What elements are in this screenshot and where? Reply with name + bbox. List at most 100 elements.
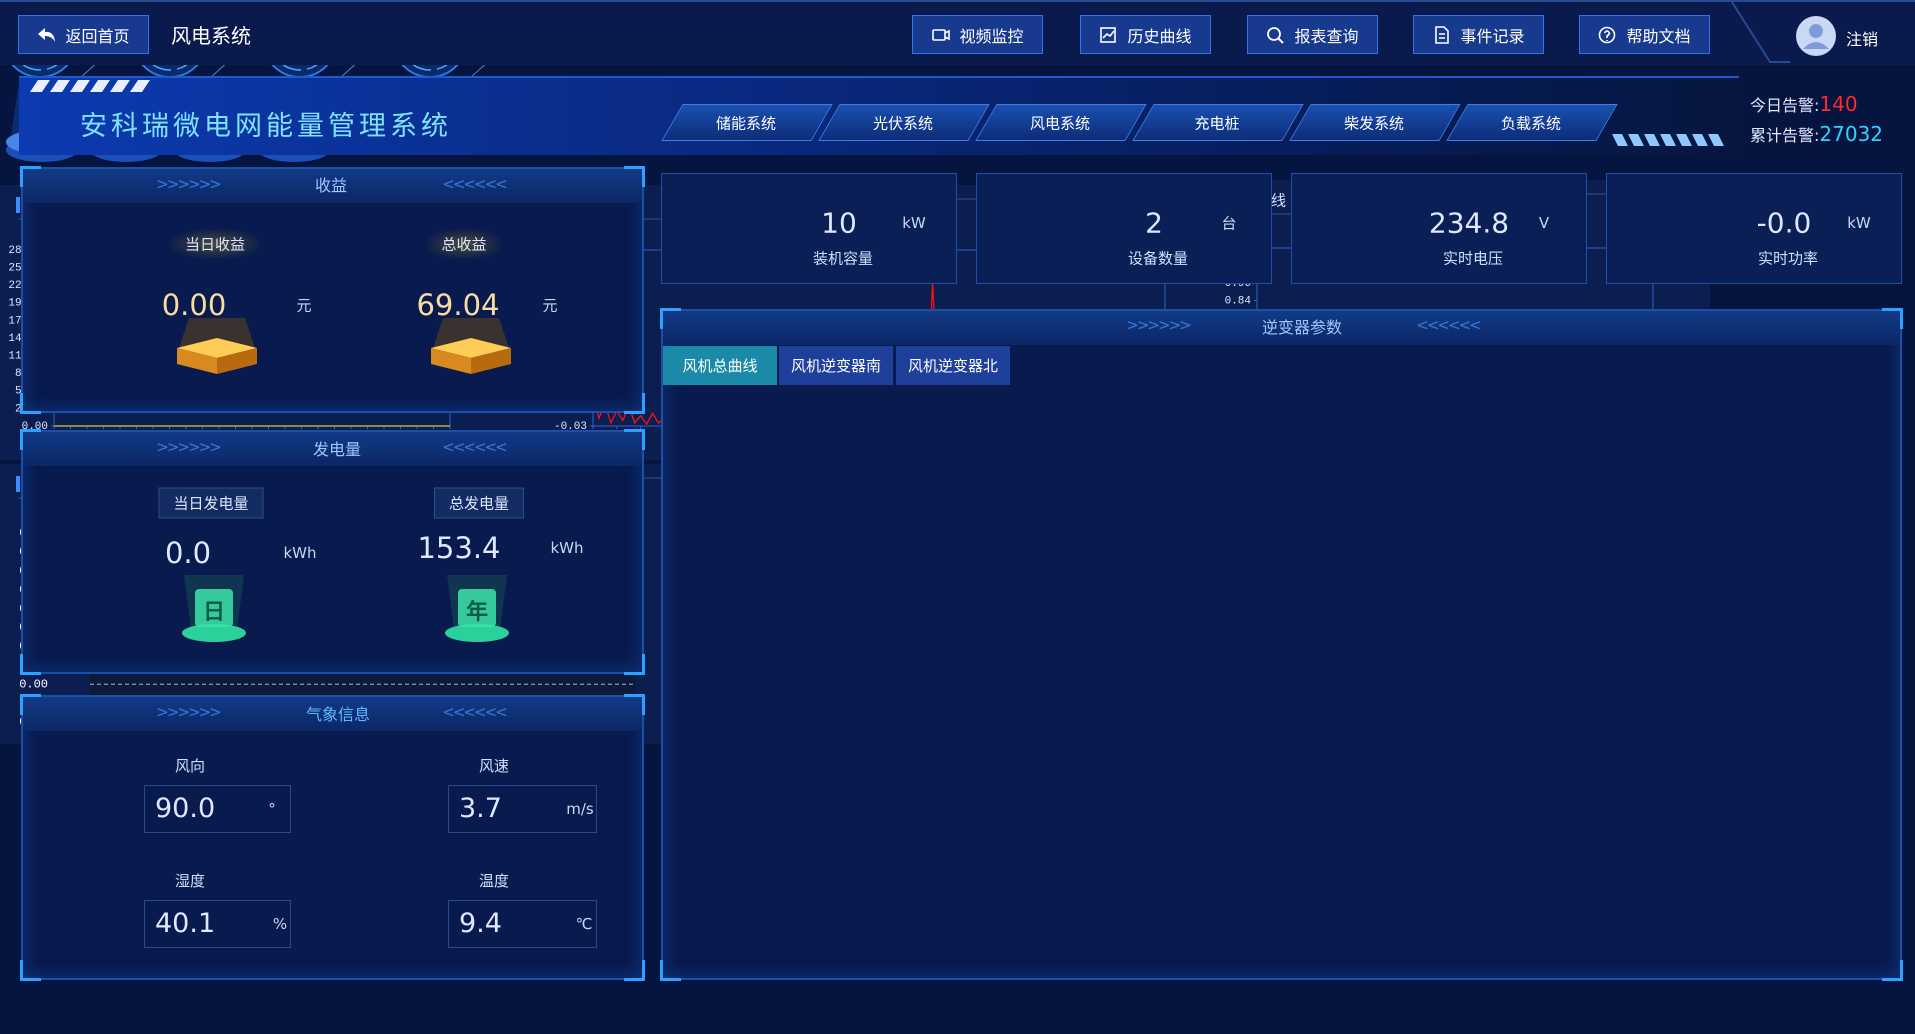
panel-corner	[624, 654, 645, 675]
inverter-tab[interactable]: 风机逆变器北	[896, 346, 1010, 385]
nav-button[interactable]: 历史曲线	[1080, 15, 1211, 54]
nav-icon	[1599, 26, 1616, 43]
kpi-label: 实时功率	[1757, 249, 1819, 268]
generation-label: 当日发电量	[158, 487, 264, 519]
weather-value: 90.0	[155, 793, 216, 824]
kpi-value: 234.8	[1428, 206, 1510, 240]
kpi-value: 10	[821, 206, 857, 240]
revenue-panel	[20, 166, 645, 414]
panel-header	[23, 697, 642, 731]
panel-corner	[660, 960, 681, 981]
system-tab-label[interactable]: 负载系统	[1500, 114, 1562, 133]
revenue-value: 0.00	[161, 288, 227, 322]
panel-corner	[1882, 960, 1903, 981]
alarm-total: 累计告警:27032	[1750, 122, 1883, 146]
system-tab-label[interactable]: 充电桩	[1194, 114, 1240, 133]
weather-label: 温度	[479, 872, 510, 890]
back-icon	[38, 27, 56, 42]
panel-corner	[624, 429, 645, 450]
gold-icon	[431, 318, 511, 374]
icon-text: 年	[465, 600, 489, 625]
system-tab-label[interactable]: 储能系统	[715, 114, 777, 133]
panel-corner	[624, 960, 645, 981]
page-title: 风电系统	[171, 24, 251, 48]
revenue-value: 69.04	[416, 288, 500, 322]
weather-box	[144, 785, 291, 833]
day-icon: 日	[169, 575, 259, 645]
panel-corner	[660, 308, 681, 329]
system-tab-label[interactable]: 柴发系统	[1343, 114, 1405, 133]
chevrons: >>>>>>	[1126, 316, 1191, 334]
y-tick-label: 0.84	[1225, 295, 1252, 307]
revenue-label: 当日收益	[170, 229, 260, 259]
kpi-label: 装机容量	[812, 249, 874, 268]
generation-unit: kWh	[550, 539, 584, 557]
year-icon: 年	[432, 575, 522, 645]
alarm-today-label: 今日告警:	[1750, 96, 1820, 115]
panel-corner	[20, 960, 41, 981]
nav-label: 帮助文档	[1626, 26, 1691, 46]
weather-unit: %	[272, 915, 288, 933]
panel-header	[663, 311, 1900, 345]
chevrons: >>>>>>	[156, 703, 221, 721]
kpi-unit: 台	[1221, 214, 1237, 233]
nav-button[interactable]: 帮助文档	[1579, 15, 1710, 54]
panel-title: 气象信息	[305, 705, 371, 724]
icon-base	[182, 575, 246, 642]
kpi-card	[1606, 173, 1902, 284]
kpi-unit: kW	[902, 214, 926, 232]
alarm-today-value: 140	[1819, 92, 1858, 116]
user-avatar[interactable]	[1795, 15, 1837, 57]
nav-icon	[1435, 25, 1450, 44]
generation-label: 总发电量	[433, 487, 525, 519]
back-button[interactable]: 返回首页	[18, 15, 149, 54]
nav-icon	[932, 28, 951, 41]
panel-corner	[1882, 308, 1903, 329]
panel-corner	[624, 393, 645, 414]
weather-label: 湿度	[175, 872, 206, 890]
revenue-unit: 元	[542, 296, 558, 315]
nav-label: 视频监控	[959, 26, 1024, 46]
icon-base	[445, 575, 509, 642]
revenue-label: 总收益	[427, 229, 501, 259]
nav-button[interactable]: 视频监控	[912, 15, 1043, 54]
chevrons: <<<<<<	[442, 438, 507, 456]
generation-unit: kWh	[283, 544, 317, 562]
weather-unit: ℃	[575, 915, 593, 933]
panel-header	[23, 169, 642, 203]
nav-button[interactable]: 事件记录	[1413, 15, 1544, 54]
logout[interactable]: 注销	[1846, 30, 1879, 49]
inverter-tab[interactable]: 风机逆变器南	[779, 346, 893, 385]
weather-unit: °	[268, 800, 276, 818]
weather-box	[448, 900, 597, 948]
weather-unit: m/s	[566, 800, 594, 818]
banner-stripes	[30, 80, 150, 92]
inverter-panel	[660, 308, 1903, 981]
panel-corner	[20, 694, 41, 715]
y-tick-label: 0.00	[19, 677, 48, 691]
gold-icon	[177, 318, 257, 374]
generation-panel	[20, 429, 645, 675]
system-tab-label[interactable]: 风电系统	[1029, 114, 1091, 133]
system-title: 安科瑞微电网能量管理系统	[80, 111, 452, 142]
inverter-tab[interactable]: 风机总曲线	[663, 346, 777, 385]
weather-value: 3.7	[459, 793, 502, 824]
nav-icon	[1267, 26, 1285, 44]
nav-label: 历史曲线	[1127, 26, 1192, 46]
panel-corner	[20, 393, 41, 414]
back-label: 返回首页	[65, 26, 130, 46]
weather-box	[144, 900, 291, 948]
system-tab-label[interactable]: 光伏系统	[872, 114, 934, 133]
title-bar	[16, 197, 20, 213]
nav-button[interactable]: 报表查询	[1247, 15, 1378, 54]
kpi-card	[661, 173, 957, 284]
topbar-deco	[1731, 1, 1790, 63]
weather-value: 9.4	[459, 908, 502, 939]
weather-label: 风向	[175, 757, 206, 775]
chevrons: <<<<<<	[442, 175, 507, 193]
chevrons: <<<<<<	[1416, 316, 1481, 334]
kpi-unit: kW	[1847, 214, 1871, 232]
kpi-unit: V	[1538, 214, 1550, 232]
weather-label: 风速	[479, 757, 510, 775]
